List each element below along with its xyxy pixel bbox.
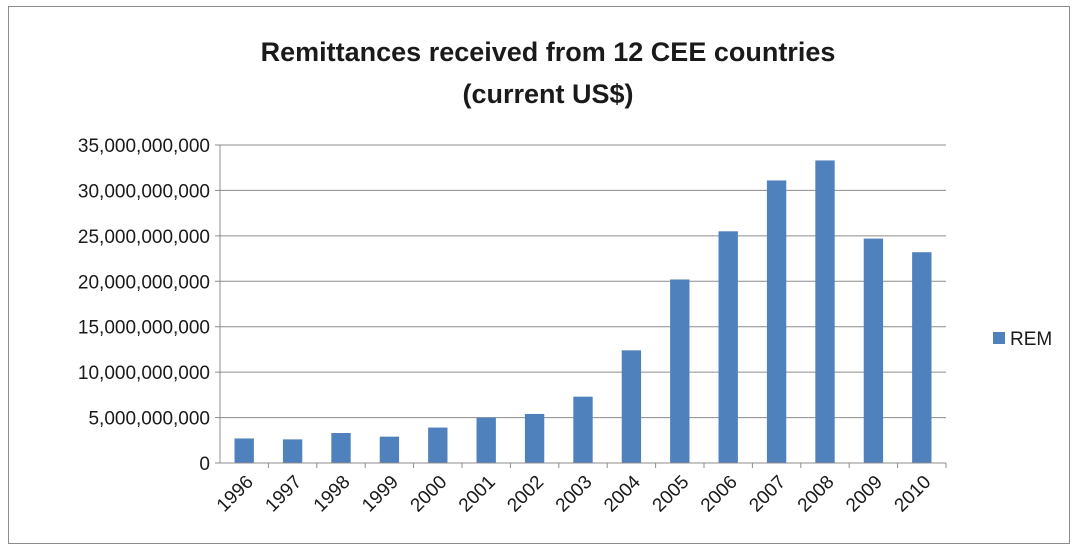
bar bbox=[573, 396, 593, 463]
chart-subtitle: (current US$) bbox=[462, 79, 633, 109]
legend-swatch bbox=[993, 332, 1005, 344]
y-tick-label: 30,000,000,000 bbox=[78, 181, 210, 202]
x-axis-ticks: 1996 1997 1998 1999 2000 2001 2002 2003 2004 2005… bbox=[213, 471, 935, 516]
y-axis-ticks: 0 5,000,000,000 10,000,000,000 15,000,000,0… bbox=[78, 136, 210, 475]
x-tick-label: 2010 bbox=[891, 472, 936, 517]
x-tick-label: 2008 bbox=[794, 472, 839, 517]
y-tick-label: 20,000,000,000 bbox=[78, 272, 210, 293]
x-tick-label: 2006 bbox=[697, 472, 742, 517]
legend: REM bbox=[993, 329, 1052, 350]
y-tick-label: 0 bbox=[199, 454, 210, 475]
x-tick-label: 2007 bbox=[745, 472, 790, 517]
bar bbox=[766, 180, 787, 464]
bar bbox=[815, 160, 835, 463]
legend-label: REM bbox=[1010, 329, 1052, 350]
x-tick-label: 2001 bbox=[455, 472, 500, 517]
y-tick-label: 5,000,000,000 bbox=[88, 409, 210, 430]
y-tick-label: 25,000,000,000 bbox=[78, 227, 210, 248]
x-axis bbox=[219, 145, 947, 468]
bar bbox=[670, 279, 690, 463]
chart-title: Remittances received from 12 CEE countri… bbox=[261, 37, 836, 67]
bar bbox=[379, 436, 400, 463]
y-tick-label: 10,000,000,000 bbox=[78, 363, 210, 384]
x-tick-label: 2003 bbox=[552, 472, 597, 517]
bar bbox=[524, 413, 545, 463]
bar bbox=[476, 417, 496, 463]
bar bbox=[621, 350, 642, 463]
bar bbox=[428, 427, 448, 463]
bar bbox=[234, 438, 254, 463]
x-tick-label: 2004 bbox=[600, 471, 645, 516]
x-tick-label: 2005 bbox=[649, 472, 694, 517]
x-tick-label: 1997 bbox=[261, 472, 306, 517]
x-tick-label: 2009 bbox=[842, 472, 887, 517]
bar bbox=[912, 252, 932, 463]
y-tick-label: 35,000,000,000 bbox=[78, 136, 210, 157]
x-tick-label: 1998 bbox=[310, 472, 355, 517]
y-tick-label: 15,000,000,000 bbox=[78, 318, 210, 339]
x-tick-label: 2000 bbox=[407, 472, 452, 517]
bar bbox=[282, 439, 303, 463]
x-tick-label: 1999 bbox=[358, 472, 403, 517]
x-tick-label: 1996 bbox=[213, 472, 258, 517]
x-tick-label: 2002 bbox=[503, 472, 548, 517]
bar bbox=[863, 238, 884, 463]
bar bbox=[718, 231, 738, 463]
bar bbox=[331, 433, 351, 463]
bars bbox=[234, 160, 932, 464]
